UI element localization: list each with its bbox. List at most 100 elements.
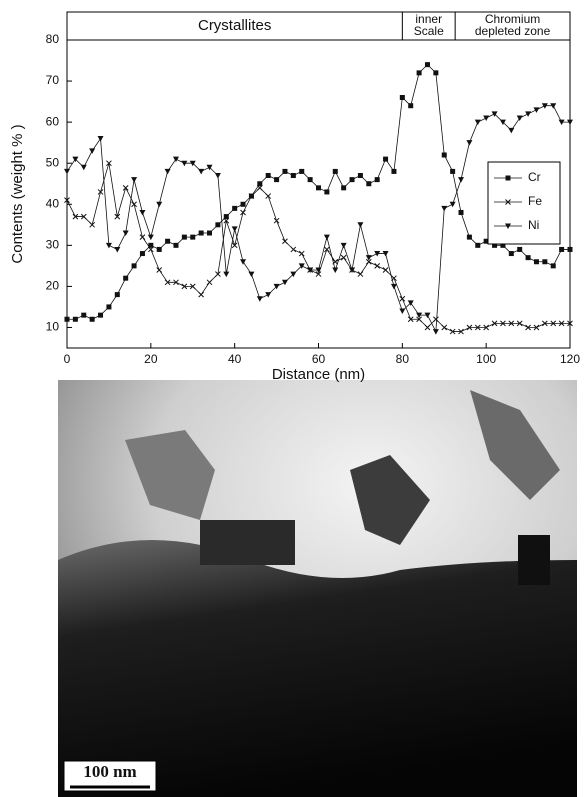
data-point (365, 255, 372, 261)
data-point (231, 242, 238, 249)
data-point (332, 267, 339, 273)
data-point (114, 292, 120, 298)
crystallite (470, 390, 560, 500)
legend-box (487, 161, 561, 245)
data-point (558, 320, 565, 327)
data-point (282, 168, 288, 174)
micrograph: 100 nm (58, 380, 577, 797)
data-point (181, 234, 187, 240)
data-point (80, 213, 87, 220)
data-point (256, 184, 263, 191)
y-tick-label: 10 (46, 320, 60, 334)
data-point (550, 320, 557, 327)
data-point (441, 324, 448, 331)
data-point (424, 324, 431, 331)
data-point (240, 201, 246, 207)
data-point (307, 177, 313, 183)
data-point (215, 271, 221, 277)
data-point (559, 246, 565, 252)
data-point (106, 304, 112, 310)
data-point (214, 173, 221, 179)
data-point (492, 242, 498, 248)
data-point (550, 263, 556, 269)
data-point (290, 271, 297, 278)
data-point (433, 316, 439, 323)
x-tick-label: 0 (64, 352, 71, 366)
data-point (223, 271, 230, 278)
data-point (558, 119, 565, 126)
data-point (106, 160, 112, 167)
data-point (190, 234, 196, 240)
data-point (324, 246, 330, 253)
data-point (458, 177, 465, 183)
data-point (458, 328, 464, 335)
data-point (64, 197, 70, 204)
data-point (265, 193, 272, 199)
data-point (114, 213, 121, 220)
data-point (516, 115, 523, 122)
data-point (273, 283, 280, 290)
legend-marker (505, 223, 511, 229)
data-point (332, 168, 338, 174)
data-point (257, 181, 263, 187)
data-point (483, 238, 489, 244)
data-point (449, 328, 456, 335)
data-point (248, 271, 255, 278)
y-tick-label: 60 (46, 114, 60, 128)
data-point (232, 205, 238, 211)
data-point (273, 217, 280, 224)
data-point (97, 189, 104, 195)
region-label: Scale (414, 24, 444, 38)
data-point (172, 156, 179, 163)
data-point (408, 103, 414, 109)
data-point (198, 230, 204, 236)
data-point (281, 279, 288, 286)
data-point (432, 329, 439, 335)
data-point (500, 320, 506, 327)
data-point (181, 160, 188, 167)
data-point (533, 324, 540, 331)
data-point (525, 324, 531, 331)
data-point (223, 214, 229, 220)
data-point (391, 168, 397, 174)
data-point (265, 173, 271, 179)
data-point (416, 70, 422, 76)
data-point (248, 193, 255, 199)
data-point (357, 271, 364, 277)
data-point (198, 291, 204, 298)
legend-label: Cr (528, 170, 541, 184)
data-point (198, 168, 205, 175)
data-point (181, 283, 188, 290)
data-point (131, 177, 138, 183)
data-point (97, 136, 104, 142)
data-point (231, 226, 238, 232)
y-axis-label: Contents (weight % ) (9, 124, 26, 263)
data-point (567, 119, 573, 126)
data-point (164, 168, 171, 175)
data-point (349, 267, 356, 273)
data-point (122, 184, 129, 191)
data-point (131, 201, 137, 208)
data-point (290, 173, 296, 179)
data-point (80, 164, 87, 171)
data-point (366, 181, 372, 187)
dark-region (58, 540, 577, 797)
data-point (206, 164, 213, 171)
data-point (450, 168, 456, 174)
data-point (323, 234, 330, 241)
data-point (441, 205, 448, 212)
data-point (399, 308, 406, 315)
data-point (156, 267, 163, 273)
data-point (341, 185, 347, 191)
data-point (274, 177, 280, 183)
x-tick-label: 80 (396, 352, 410, 366)
data-point (340, 242, 347, 249)
data-point (122, 230, 129, 237)
crystallite (125, 430, 215, 520)
data-point (382, 267, 389, 273)
data-point (466, 324, 473, 331)
data-point (541, 320, 548, 327)
data-point (374, 177, 380, 183)
data-point (315, 267, 322, 273)
data-point (299, 168, 305, 174)
